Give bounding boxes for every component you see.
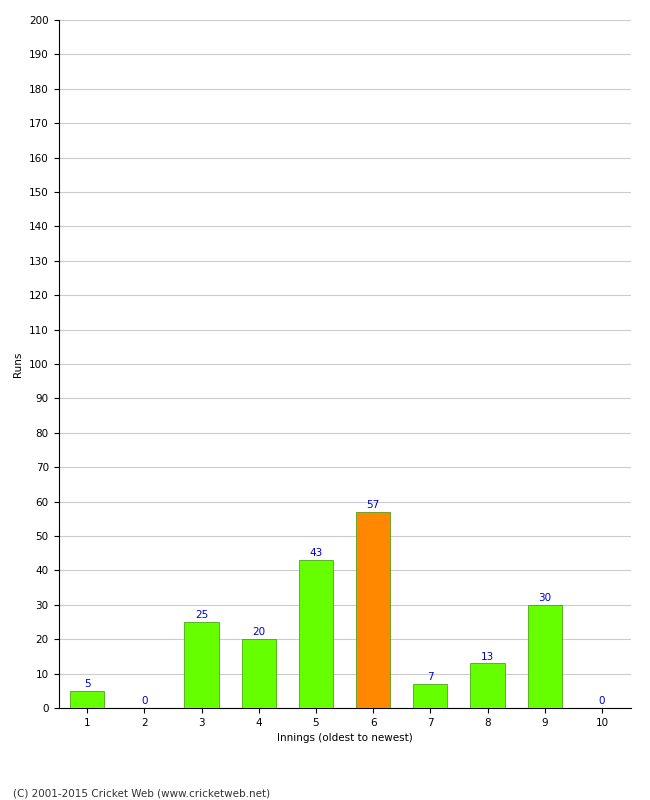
Text: 30: 30 xyxy=(538,593,551,603)
Text: 0: 0 xyxy=(141,696,148,706)
Bar xyxy=(70,690,104,708)
Bar xyxy=(471,663,504,708)
Text: 7: 7 xyxy=(427,672,434,682)
Bar xyxy=(356,512,390,708)
X-axis label: Innings (oldest to newest): Innings (oldest to newest) xyxy=(277,734,412,743)
Y-axis label: Runs: Runs xyxy=(14,351,23,377)
Text: 5: 5 xyxy=(84,679,90,689)
Bar xyxy=(185,622,218,708)
Bar xyxy=(242,639,276,708)
Text: (C) 2001-2015 Cricket Web (www.cricketweb.net): (C) 2001-2015 Cricket Web (www.cricketwe… xyxy=(13,788,270,798)
Bar xyxy=(528,605,562,708)
Text: 25: 25 xyxy=(195,610,208,620)
Text: 13: 13 xyxy=(481,651,494,662)
Bar xyxy=(299,560,333,708)
Text: 20: 20 xyxy=(252,627,265,638)
Text: 43: 43 xyxy=(309,548,322,558)
Bar xyxy=(413,684,447,708)
Text: 0: 0 xyxy=(599,696,605,706)
Text: 57: 57 xyxy=(367,500,380,510)
